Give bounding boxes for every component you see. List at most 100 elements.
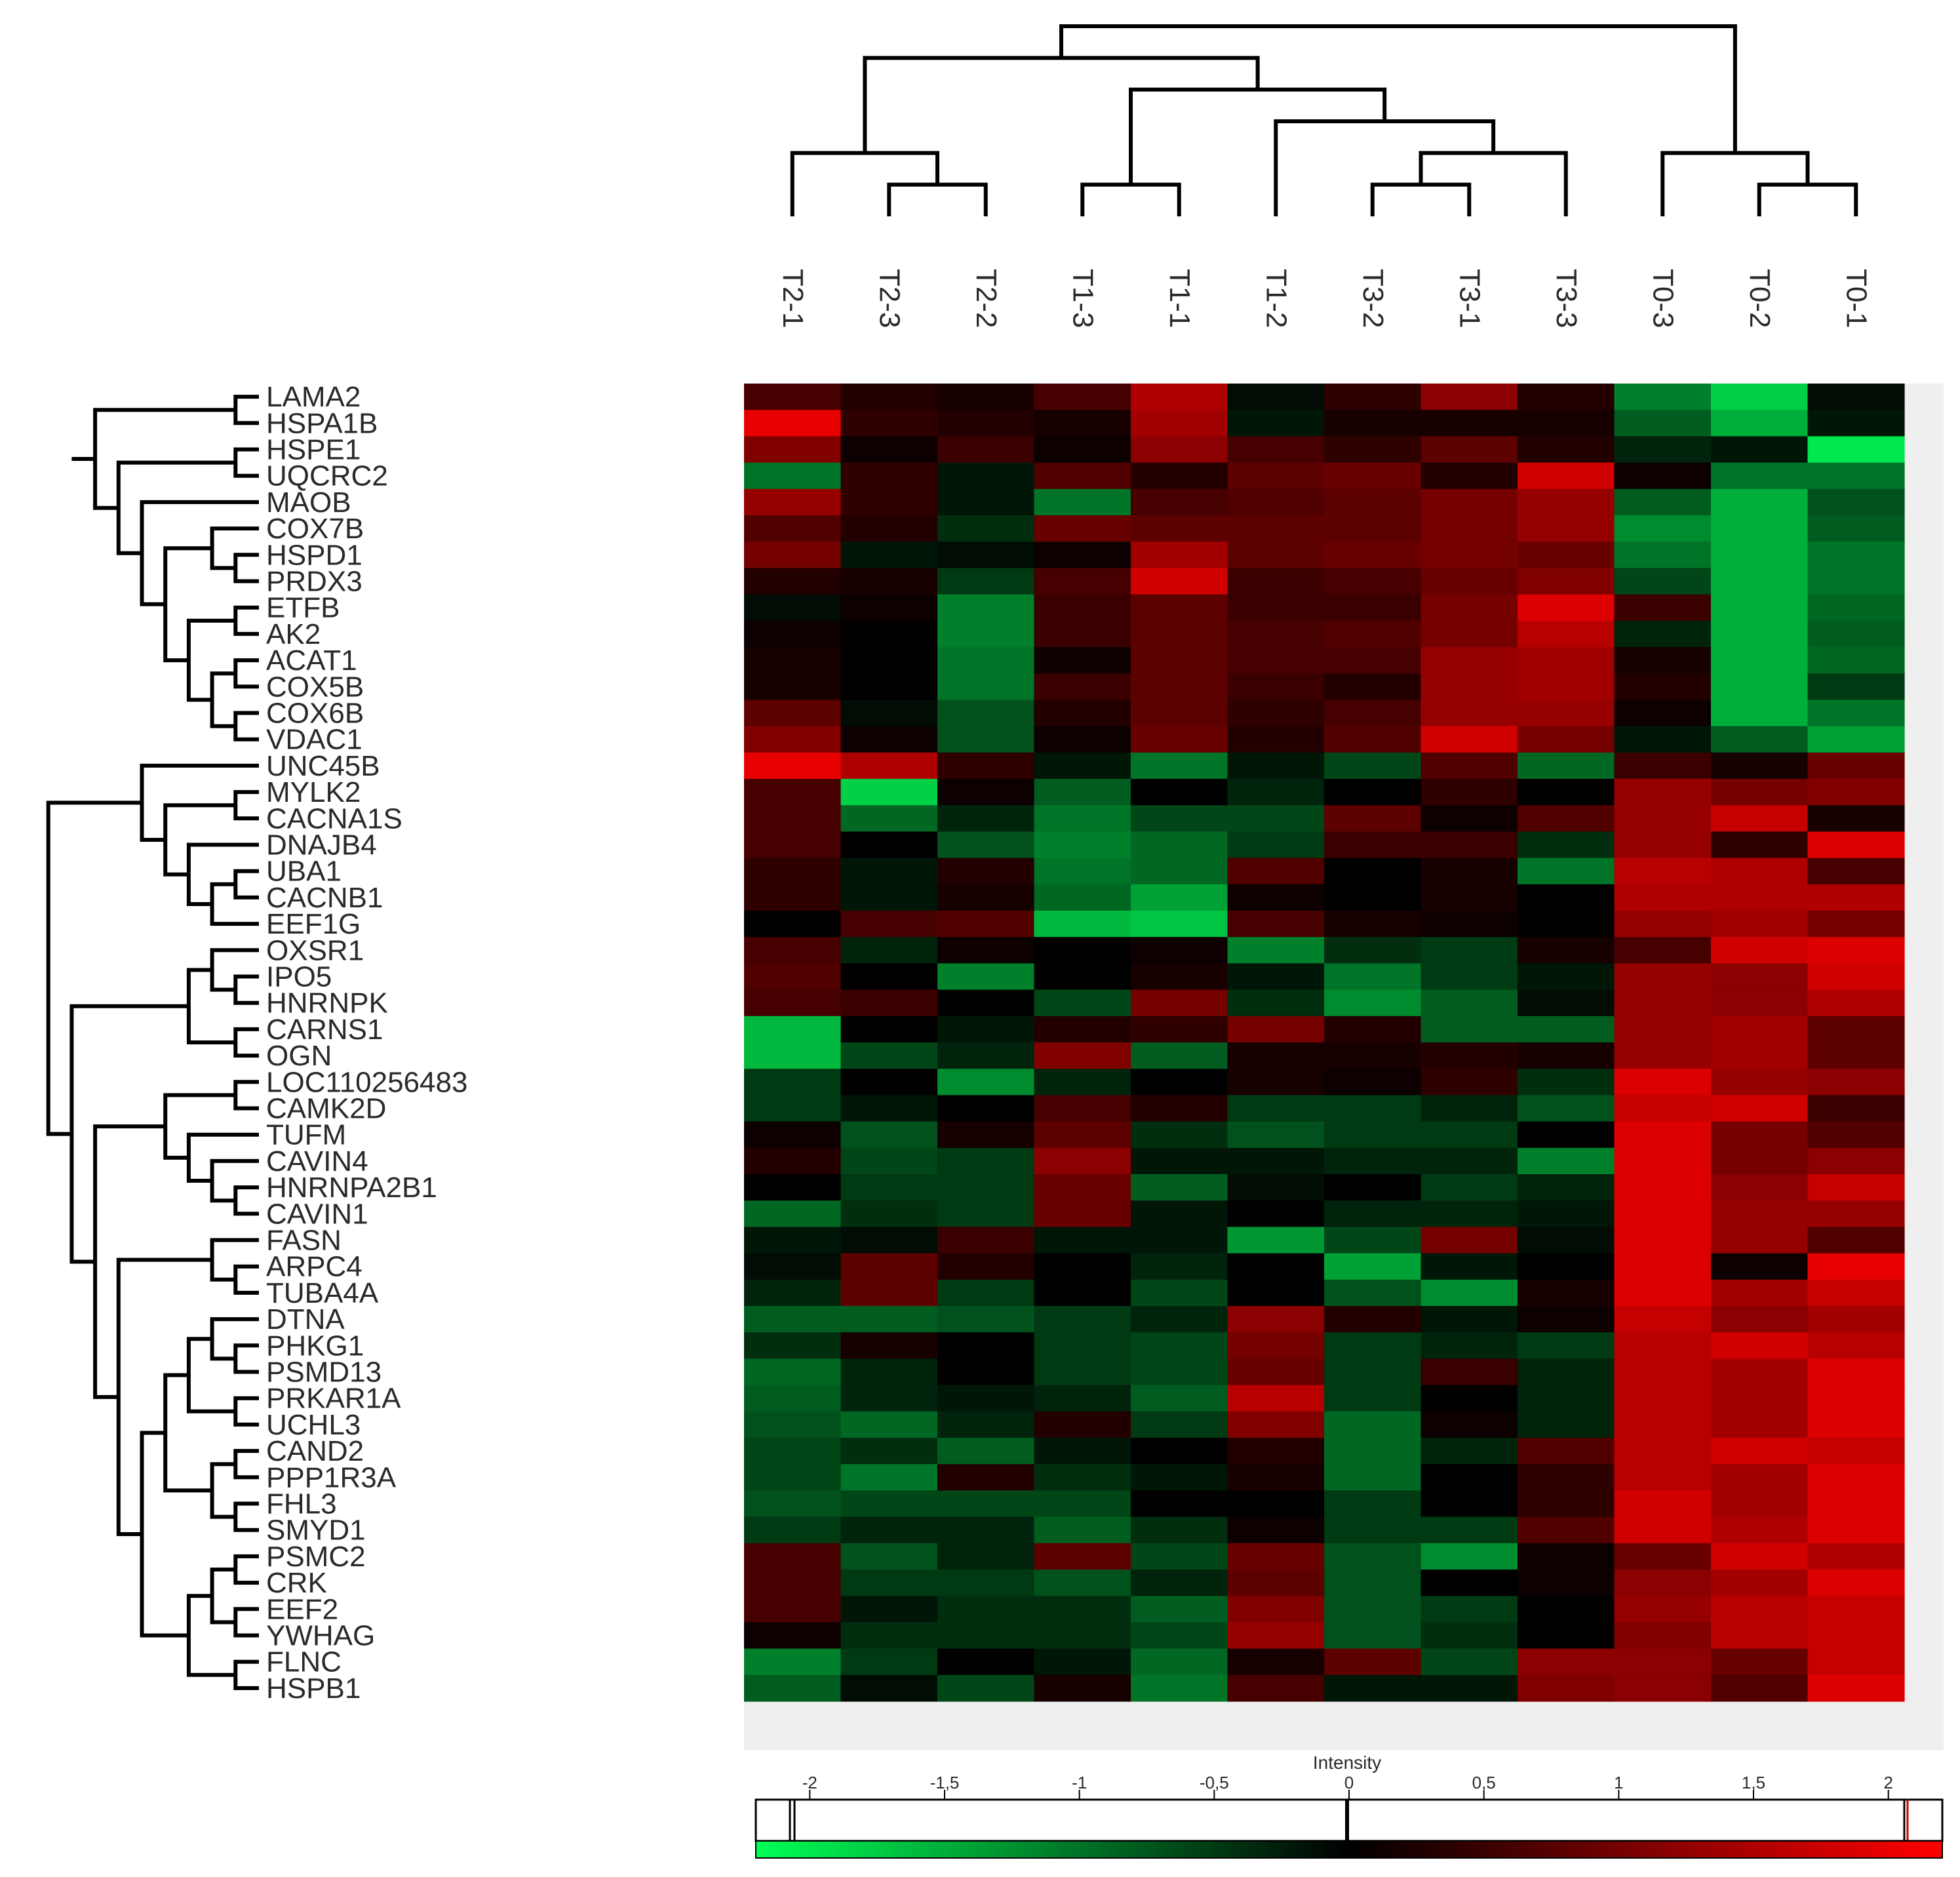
heatmap-cell — [1807, 1306, 1905, 1333]
column-label: T3-3 — [1550, 269, 1582, 328]
heatmap-cell — [1807, 410, 1905, 437]
heatmap-cell — [937, 1279, 1035, 1307]
heatmap-cell — [1807, 700, 1905, 727]
heatmap-cell — [1711, 1622, 1809, 1650]
heatmap-cell — [1227, 963, 1325, 991]
heatmap-cell — [744, 1042, 842, 1069]
heatmap-cell — [1324, 488, 1422, 516]
row-dendrogram-branch — [233, 1027, 259, 1058]
heatmap-cell — [1518, 488, 1615, 516]
heatmap-cell — [1614, 462, 1712, 490]
heatmap-cell — [1034, 620, 1131, 648]
heatmap-cell — [840, 1121, 938, 1149]
heatmap-cell — [937, 805, 1035, 832]
heatmap-cell — [1807, 515, 1905, 542]
heatmap-cell — [1518, 1016, 1615, 1043]
heatmap-cell — [1034, 1464, 1131, 1491]
heatmap-cell — [840, 884, 938, 911]
heatmap-cell — [1807, 1411, 1905, 1438]
column-label: T0-2 — [1744, 269, 1776, 328]
heatmap-cell — [1614, 1464, 1712, 1491]
row-dendrogram-branch — [233, 1449, 259, 1480]
heatmap-cell — [1421, 436, 1518, 464]
heatmap-cell — [840, 647, 938, 674]
heatmap-cell — [1807, 779, 1905, 806]
heatmap-cell — [1421, 1095, 1518, 1122]
heatmap-cell — [1711, 1570, 1809, 1596]
heatmap-cell — [840, 1306, 938, 1333]
heatmap-cell — [1324, 1279, 1422, 1307]
row-dendrogram-branch — [233, 1080, 259, 1111]
heatmap-cell — [1227, 937, 1325, 964]
heatmap-cell — [1518, 1174, 1615, 1201]
heatmap-cell — [1421, 911, 1518, 938]
heatmap-cell — [1131, 858, 1228, 885]
heatmap-cell — [1614, 963, 1712, 991]
heatmap-cell — [937, 410, 1035, 437]
heatmap-cell — [1711, 779, 1809, 806]
heatmap-cell — [1518, 647, 1615, 674]
heatmap-cell — [1614, 884, 1712, 911]
heatmap-cell — [1227, 779, 1325, 806]
heatmap-cell — [840, 1016, 938, 1043]
heatmap-cell — [744, 937, 842, 964]
heatmap-cell — [840, 1596, 938, 1623]
heatmap-cell — [1034, 1121, 1131, 1149]
heatmap-cell — [744, 1069, 842, 1096]
heatmap-cell — [1324, 752, 1422, 780]
heatmap-cell — [840, 1516, 938, 1544]
heatmap-cell — [1711, 1042, 1809, 1069]
row-label: EEF2 — [266, 1593, 338, 1625]
heatmap-cell — [840, 963, 938, 991]
heatmap-cell — [1131, 515, 1228, 542]
heatmap-cell — [937, 488, 1035, 516]
heatmap-cell — [1518, 1464, 1615, 1491]
heatmap-cell — [1227, 1016, 1325, 1043]
heatmap-cell — [1518, 963, 1615, 991]
heatmap-cell — [1711, 1332, 1809, 1359]
heatmap-cell — [1711, 937, 1809, 964]
heatmap-cell — [937, 1674, 1035, 1702]
heatmap-cell — [840, 1438, 938, 1465]
heatmap-cell — [1131, 805, 1228, 832]
heatmap-cell — [1711, 436, 1809, 464]
heatmap-cell — [1518, 1279, 1615, 1307]
heatmap-cell — [937, 568, 1035, 595]
heatmap-cell — [1227, 858, 1325, 885]
heatmap-cell — [937, 1543, 1035, 1570]
heatmap-cell — [840, 594, 938, 622]
heatmap-cell — [1034, 1543, 1131, 1570]
heatmap-cell — [1518, 1543, 1615, 1570]
heatmap-cell — [1034, 1385, 1131, 1412]
heatmap-cell — [1807, 911, 1905, 938]
heatmap-cell — [1518, 779, 1615, 806]
heatmap-cell — [1227, 1069, 1325, 1096]
heatmap-cell — [1614, 1200, 1712, 1227]
heatmap-cell — [1034, 1042, 1131, 1069]
heatmap-cell — [1807, 1622, 1905, 1650]
colorbar: Intensity -2 -1,5 -1 -0,5 0 0,5 1 1,5 2 — [755, 1752, 1944, 1859]
heatmap-cell — [1034, 410, 1131, 437]
heatmap-cell — [1711, 1069, 1809, 1096]
heatmap-cell — [1614, 1253, 1712, 1280]
heatmap-cell — [1711, 1306, 1809, 1333]
heatmap-cell — [840, 1570, 938, 1596]
heatmap-cell — [1324, 805, 1422, 832]
row-label: HSPA1B — [266, 407, 378, 439]
heatmap-cell — [1711, 673, 1809, 700]
heatmap-cell — [1518, 1358, 1615, 1386]
heatmap-cell — [1227, 726, 1325, 753]
heatmap-cell — [1034, 1358, 1131, 1386]
heatmap-cell — [1131, 1543, 1228, 1570]
heatmap-cell — [1227, 1332, 1325, 1359]
heatmap-cell — [937, 1438, 1035, 1465]
heatmap-cell — [1421, 1279, 1518, 1307]
heatmap-cell — [1227, 884, 1325, 911]
heatmap-cell — [937, 594, 1035, 622]
heatmap-cell — [1034, 1570, 1131, 1596]
heatmap-cell — [937, 542, 1035, 568]
column-dendrogram-branch — [1059, 24, 1737, 153]
heatmap-cell — [1421, 752, 1518, 780]
heatmap-cell — [1421, 1306, 1518, 1333]
heatmap-cell — [1227, 1490, 1325, 1518]
